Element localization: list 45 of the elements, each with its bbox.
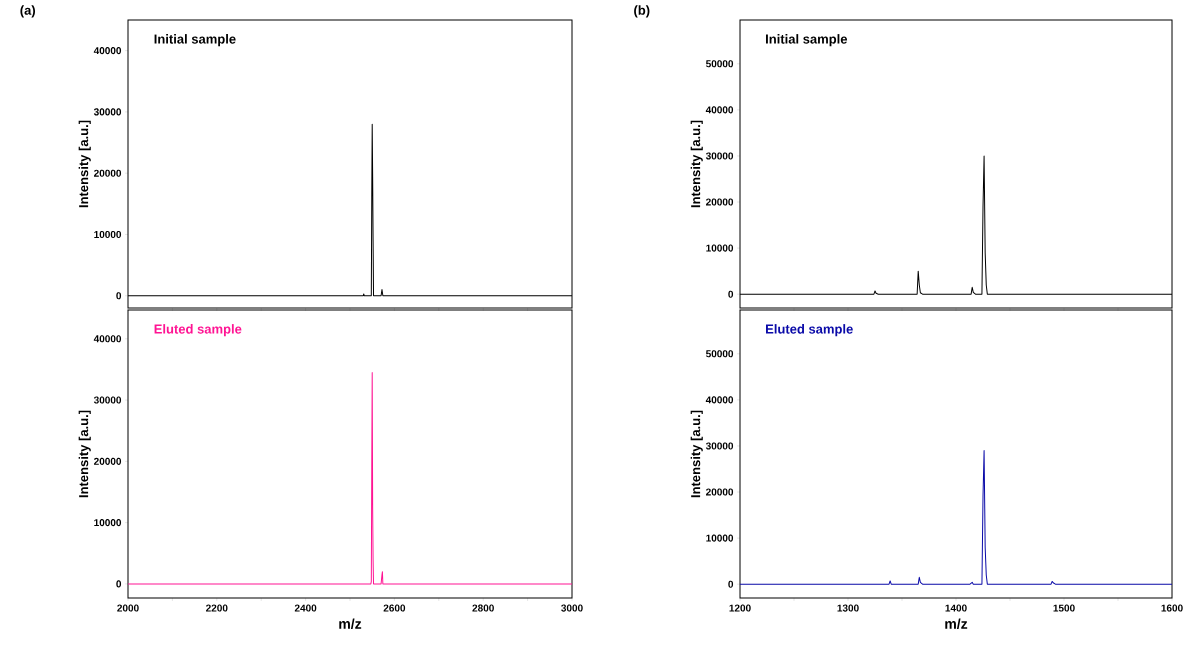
x-axis-title: m/z	[945, 618, 968, 629]
y-tick-label: 30000	[705, 152, 734, 160]
x-axis-title: m/z	[339, 618, 362, 629]
y-tick-label: 30000	[93, 396, 122, 404]
x-tick-label: 2400	[294, 604, 317, 612]
y-axis-title: Intensity [a.u.]	[690, 120, 703, 208]
y-axis-title: Intensity [a.u.]	[78, 410, 91, 498]
text: Eluted sample	[766, 324, 853, 337]
text: Initial sample	[154, 34, 236, 47]
y-tick-label: 40000	[93, 47, 122, 55]
y-axis-title: Intensity [a.u.]	[78, 120, 91, 208]
text: Initial sample	[766, 34, 848, 47]
y-tick-label: 30000	[93, 108, 122, 116]
y-tick-label: 40000	[705, 106, 734, 114]
y-tick-label: 20000	[94, 457, 122, 465]
x-tick-label: 3000	[561, 604, 583, 612]
x-tick-label: 1400	[945, 604, 967, 612]
y-tick-label: 0	[116, 292, 122, 300]
y-tick-label: 20000	[94, 169, 122, 177]
x-tick-label: 1200	[729, 604, 751, 612]
x-tick-label: 2200	[206, 604, 228, 612]
y-tick-label: 50000	[705, 60, 734, 68]
y-tick-label: 50000	[705, 350, 734, 358]
y-tick-label: 10000	[706, 244, 734, 252]
x-tick-label: 1600	[1161, 604, 1183, 612]
y-tick-label: 20000	[706, 488, 734, 496]
y-tick-label: 0	[728, 580, 734, 588]
y-tick-label: 20000	[706, 198, 734, 206]
text: (b)	[634, 5, 650, 18]
y-tick-label: 0	[728, 290, 734, 298]
x-tick-label: 2600	[383, 604, 406, 612]
y-tick-label: 30000	[705, 442, 734, 450]
y-tick-label: 0	[116, 580, 122, 588]
y-tick-label: 10000	[94, 519, 122, 527]
y-tick-label: 40000	[705, 396, 734, 404]
y-axis-title: Intensity [a.u.]	[690, 410, 703, 498]
y-tick-label: 10000	[706, 534, 734, 542]
text: Eluted sample	[154, 324, 242, 337]
y-tick-label: 10000	[94, 230, 122, 238]
x-tick-label: 1500	[1053, 604, 1075, 612]
x-tick-label: 2800	[472, 604, 494, 612]
x-tick-label: 1300	[837, 604, 859, 612]
x-tick-label: 2000	[117, 604, 139, 612]
text: (a)	[20, 5, 36, 18]
y-tick-label: 40000	[93, 335, 122, 343]
